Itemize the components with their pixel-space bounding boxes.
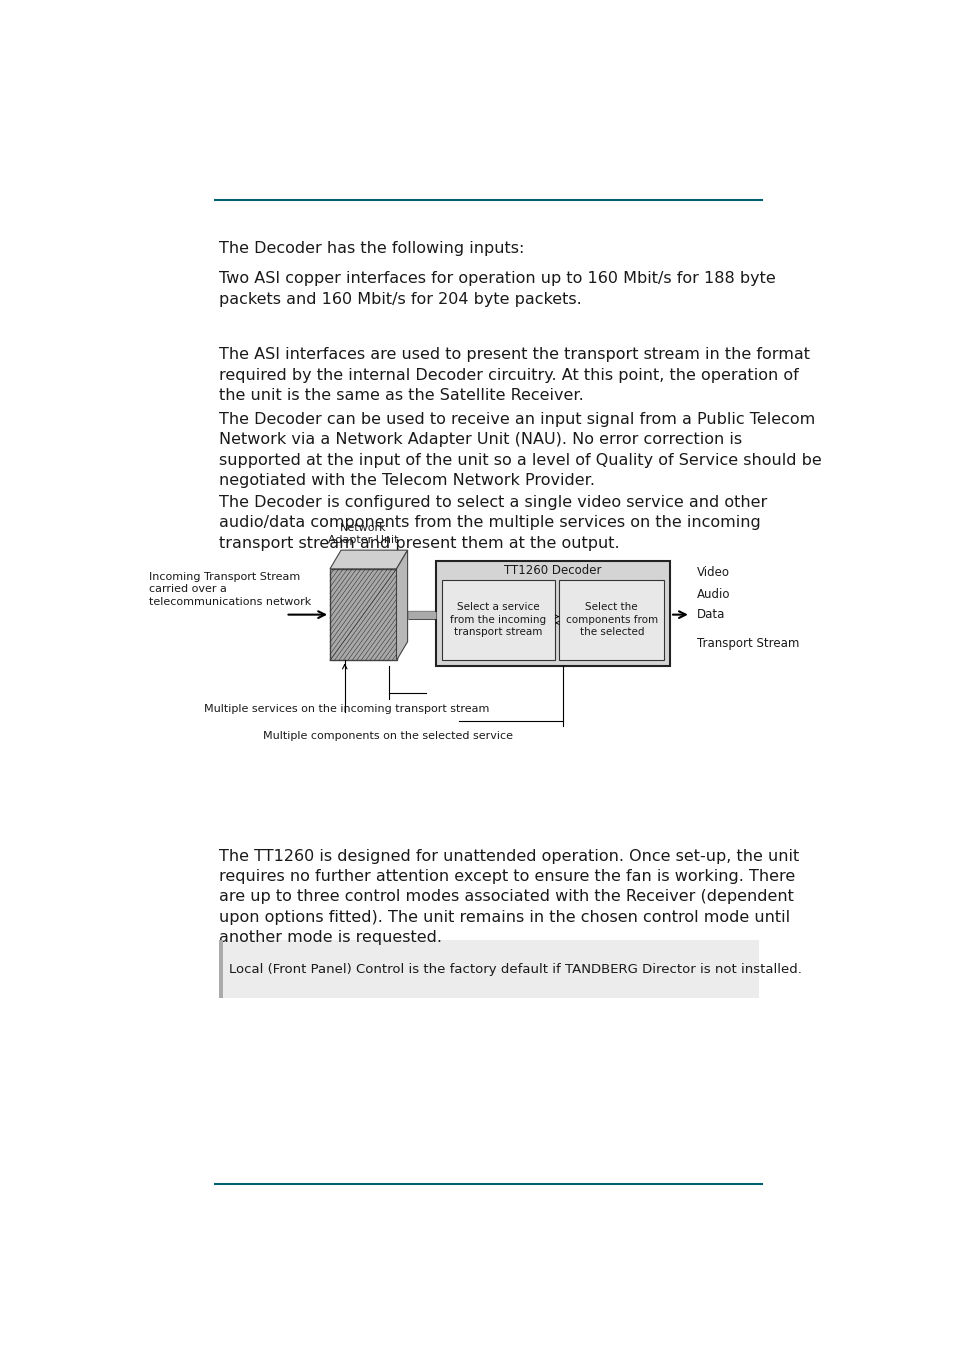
FancyBboxPatch shape — [330, 569, 396, 661]
FancyBboxPatch shape — [219, 940, 222, 998]
Polygon shape — [330, 550, 407, 569]
Text: Two ASI copper interfaces for operation up to 160 Mbit/s for 188 byte
packets an: Two ASI copper interfaces for operation … — [219, 272, 775, 307]
Polygon shape — [396, 550, 407, 661]
Text: The Decoder is configured to select a single video service and other
audio/data : The Decoder is configured to select a si… — [219, 494, 766, 551]
Text: Select the
components from
the selected: Select the components from the selected — [565, 603, 658, 638]
Text: Transport Stream: Transport Stream — [696, 636, 799, 650]
Text: Video: Video — [696, 566, 729, 578]
Text: Local (Front Panel) Control is the factory default if TANDBERG Director is not i: Local (Front Panel) Control is the facto… — [229, 963, 801, 975]
FancyBboxPatch shape — [436, 561, 669, 666]
FancyBboxPatch shape — [558, 580, 663, 659]
Text: Select a service
from the incoming
transport stream: Select a service from the incoming trans… — [450, 603, 546, 638]
Text: The TT1260 is designed for unattended operation. Once set-up, the unit
requires : The TT1260 is designed for unattended op… — [219, 848, 799, 946]
Text: Multiple components on the selected service: Multiple components on the selected serv… — [263, 731, 513, 742]
Text: The ASI interfaces are used to present the transport stream in the format
requir: The ASI interfaces are used to present t… — [219, 347, 809, 403]
Text: Network
Adapter Unit: Network Adapter Unit — [328, 523, 398, 544]
Text: Data: Data — [696, 608, 724, 621]
Text: Audio: Audio — [696, 588, 729, 601]
FancyBboxPatch shape — [441, 580, 555, 659]
Text: The Decoder can be used to receive an input signal from a Public Telecom
Network: The Decoder can be used to receive an in… — [219, 412, 821, 488]
Text: Multiple services on the incoming transport stream: Multiple services on the incoming transp… — [204, 704, 489, 713]
FancyBboxPatch shape — [219, 940, 758, 998]
Text: The Decoder has the following inputs:: The Decoder has the following inputs: — [219, 242, 524, 257]
Text: TT1260 Decoder: TT1260 Decoder — [503, 563, 601, 577]
Text: Incoming Transport Stream
carried over a
telecommunications network: Incoming Transport Stream carried over a… — [149, 571, 311, 607]
